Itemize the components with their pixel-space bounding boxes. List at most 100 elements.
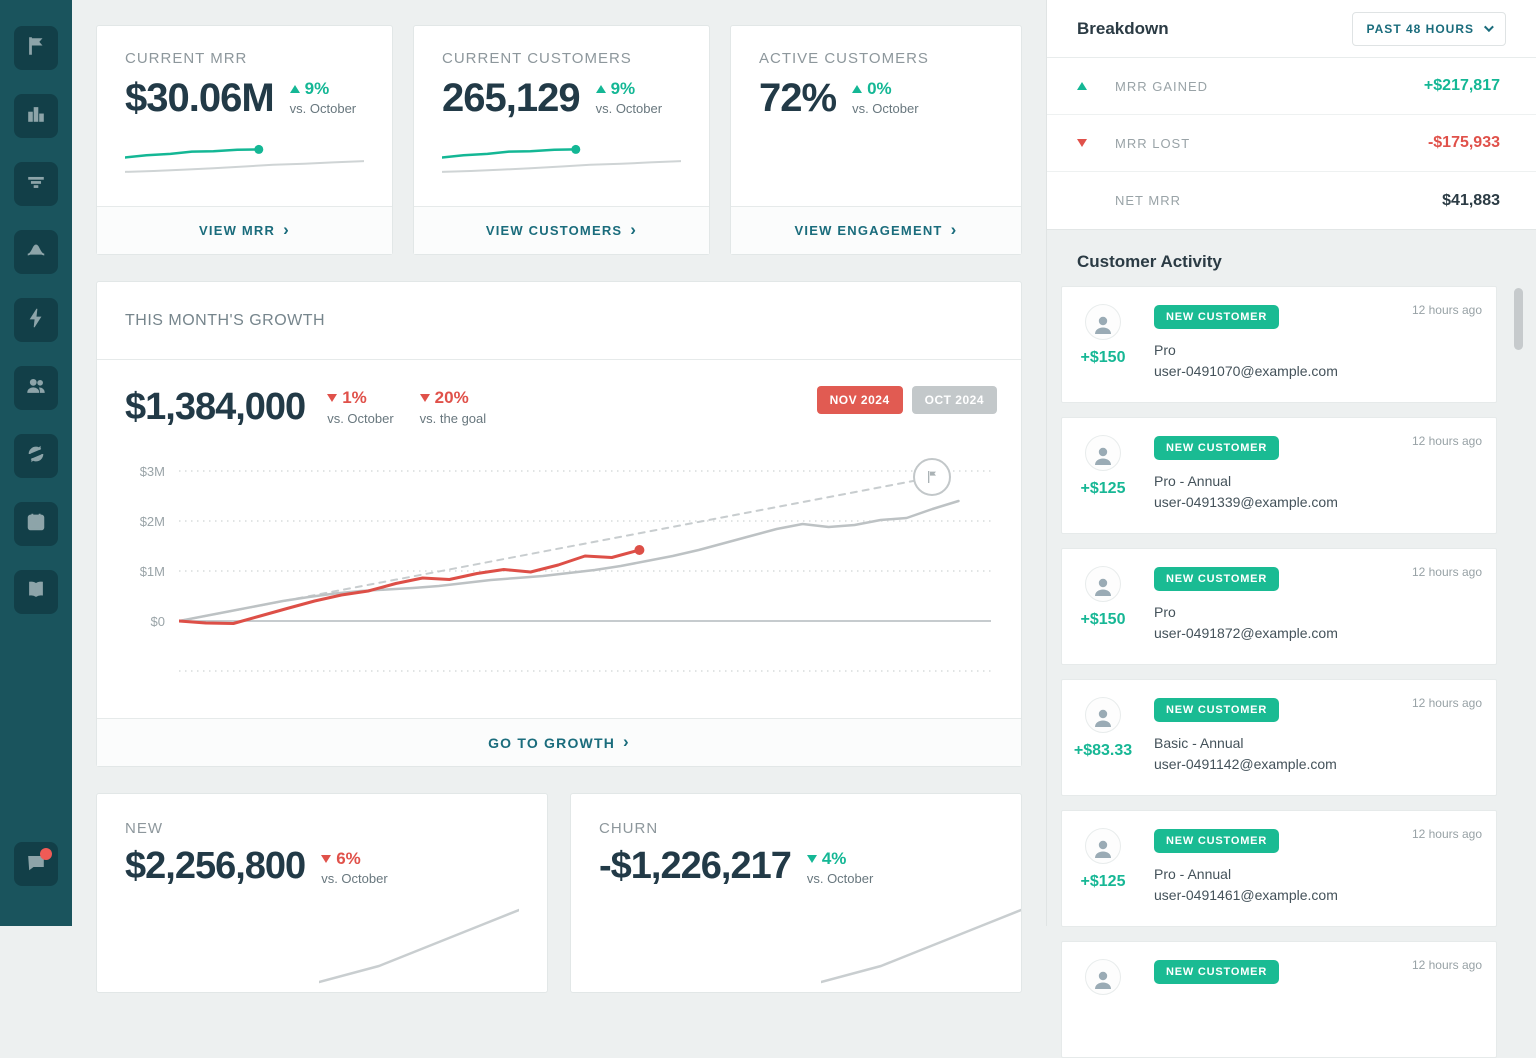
activity-list: +$150 NEW CUSTOMER Pro user-0491070@exam… <box>1047 286 1536 1058</box>
person-icon <box>1091 575 1115 599</box>
sidebar-item-customers[interactable] <box>14 366 58 410</box>
new-customer-badge: NEW CUSTOMER <box>1154 960 1279 984</box>
card-label: ACTIVE CUSTOMERS <box>759 50 993 67</box>
avatar <box>1085 697 1121 733</box>
email: user-0491142@example.com <box>1154 756 1337 772</box>
down-triangle-icon <box>420 394 430 402</box>
plan: Basic - Annual <box>1154 735 1244 751</box>
activity-item[interactable]: +$125 NEW CUSTOMER Pro - Annual user-049… <box>1061 417 1497 534</box>
timestamp: 12 hours ago <box>1412 303 1482 317</box>
customers-sparkline-chart <box>442 135 681 180</box>
range-label: PAST 48 HOURS <box>1367 22 1474 36</box>
y-tick: $3M <box>140 464 165 479</box>
view-customers-button[interactable]: VIEW CUSTOMERS › <box>414 206 709 254</box>
flag-icon <box>25 35 47 62</box>
new-customer-badge: NEW CUSTOMER <box>1154 436 1279 460</box>
mrr-sparkline-chart <box>125 135 364 180</box>
card-label: NEW <box>125 820 519 837</box>
delta-comparison: vs. October <box>852 101 918 116</box>
avatar <box>1085 304 1121 340</box>
time-range-dropdown[interactable]: PAST 48 HOURS <box>1352 12 1506 46</box>
sidebar-item-forecast[interactable] <box>14 502 58 546</box>
chevron-right-icon: › <box>630 221 637 238</box>
y-axis-labels: $3M $2M $1M $0 <box>125 451 165 701</box>
email: user-0491872@example.com <box>1154 625 1338 641</box>
activity-item[interactable]: +$125 NEW CUSTOMER Pro - Annual user-049… <box>1061 810 1497 927</box>
delta-percent: 4% <box>822 849 847 869</box>
goal-flag-marker <box>913 458 951 496</box>
up-triangle-icon <box>290 85 300 93</box>
delta-comparison: vs. October <box>290 101 356 116</box>
sidebar-item-chat[interactable] <box>14 842 58 886</box>
timestamp: 12 hours ago <box>1412 565 1482 579</box>
card-value: 72% <box>759 77 836 119</box>
book-icon <box>25 579 47 606</box>
delta-comparison: vs. October <box>596 101 662 116</box>
email: user-0491461@example.com <box>1154 887 1338 903</box>
avatar <box>1085 959 1121 995</box>
activity-item[interactable]: +$83.33 NEW CUSTOMER Basic - Annual user… <box>1061 679 1497 796</box>
card-label: CHURN <box>599 820 993 837</box>
card-active-customers: ACTIVE CUSTOMERS 72% 0% vs. October VIEW… <box>730 25 1022 255</box>
activity-item[interactable]: NEW CUSTOMER 12 hours ago <box>1061 941 1497 1058</box>
sidebar-item-trends[interactable] <box>14 230 58 274</box>
badge-nov-2024[interactable]: NOV 2024 <box>817 386 903 414</box>
sidebar <box>0 0 72 926</box>
delta-percent: 0% <box>867 79 892 99</box>
card-current-customers: CURRENT CUSTOMERS 265,129 9% vs. October… <box>413 25 710 255</box>
new-customer-badge: NEW CUSTOMER <box>1154 305 1279 329</box>
activity-item[interactable]: +$150 NEW CUSTOMER Pro user-0491070@exam… <box>1061 286 1497 403</box>
plan: Pro - Annual <box>1154 473 1231 489</box>
card-churn: CHURN -$1,226,217 4% vs. October <box>570 793 1022 993</box>
card-new: NEW $2,256,800 6% vs. October <box>96 793 548 993</box>
plan: Pro <box>1154 604 1176 620</box>
card-current-mrr: CURRENT MRR $30.06M 9% vs. October VIEW … <box>96 25 393 255</box>
delta-percent: 9% <box>611 79 636 99</box>
badge-oct-2024[interactable]: OCT 2024 <box>912 386 997 414</box>
scrollbar-thumb[interactable] <box>1514 288 1523 350</box>
row-mrr-gained: MRR GAINED +$217,817 <box>1047 58 1536 115</box>
row-label: NET MRR <box>1115 193 1181 208</box>
right-panel: Breakdown PAST 48 HOURS MRR GAINED +$217… <box>1046 0 1536 926</box>
row-label: MRR GAINED <box>1115 79 1208 94</box>
bar-chart-icon <box>25 103 47 130</box>
card-label: CURRENT MRR <box>125 50 364 67</box>
new-customer-badge: NEW CUSTOMER <box>1154 829 1279 853</box>
down-triangle-icon <box>327 394 337 402</box>
chevron-down-icon <box>1484 22 1494 32</box>
footer-label: VIEW ENGAGEMENT <box>795 223 943 238</box>
sidebar-item-metrics[interactable] <box>14 94 58 138</box>
sidebar-item-docs[interactable] <box>14 570 58 614</box>
person-icon <box>1091 313 1115 337</box>
lightning-icon <box>25 307 47 334</box>
card-value: 265,129 <box>442 77 580 119</box>
card-value: -$1,226,217 <box>599 847 791 887</box>
delta-percent: 1% <box>342 388 367 408</box>
chevron-right-icon: › <box>623 733 630 750</box>
sidebar-item-flag[interactable] <box>14 26 58 70</box>
breakdown-section: Breakdown PAST 48 HOURS MRR GAINED +$217… <box>1047 0 1536 230</box>
trend-icon <box>25 239 47 266</box>
footer-label: VIEW CUSTOMERS <box>486 223 622 238</box>
delta-comparison: vs. the goal <box>420 411 487 426</box>
activity-item[interactable]: +$150 NEW CUSTOMER Pro user-0491872@exam… <box>1061 548 1497 665</box>
new-sparkline-chart <box>319 906 519 986</box>
view-engagement-button[interactable]: VIEW ENGAGEMENT› <box>731 206 1021 254</box>
view-mrr-button[interactable]: VIEW MRR› <box>97 206 392 254</box>
row-value: +$217,817 <box>1424 77 1500 95</box>
sidebar-item-filter[interactable] <box>14 162 58 206</box>
timestamp: 12 hours ago <box>1412 696 1482 710</box>
users-icon <box>25 375 47 402</box>
main-content: CURRENT MRR $30.06M 9% vs. October VIEW … <box>72 0 1046 926</box>
growth-card: THIS MONTH'S GROWTH $1,384,000 1% vs. Oc… <box>96 281 1022 767</box>
plan: Pro - Annual <box>1154 866 1231 882</box>
sidebar-item-recover[interactable] <box>14 434 58 478</box>
timestamp: 12 hours ago <box>1412 827 1482 841</box>
person-icon <box>1091 837 1115 861</box>
sidebar-item-events[interactable] <box>14 298 58 342</box>
go-to-growth-button[interactable]: GO TO GROWTH› <box>97 718 1021 766</box>
card-label: CURRENT CUSTOMERS <box>442 50 681 67</box>
kpi-cards-row: CURRENT MRR $30.06M 9% vs. October VIEW … <box>96 25 1022 255</box>
sync-icon <box>25 443 47 470</box>
row-value: $41,883 <box>1442 192 1500 210</box>
